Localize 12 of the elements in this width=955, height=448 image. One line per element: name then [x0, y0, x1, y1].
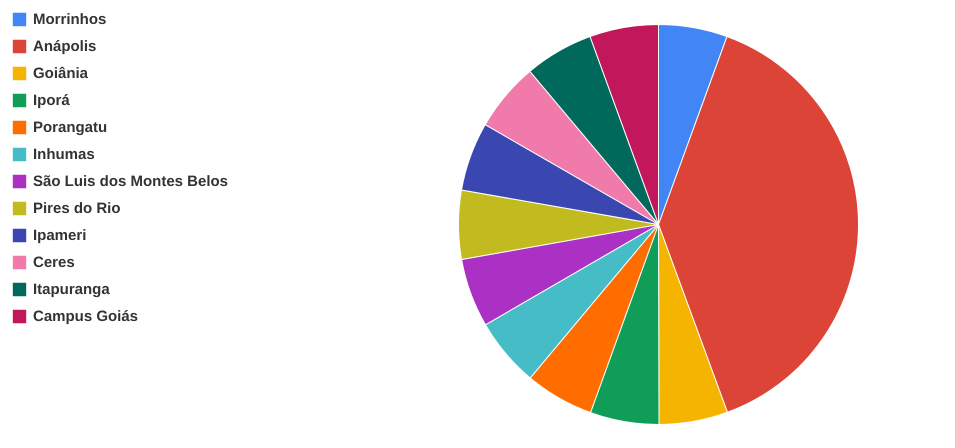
legend-label: Morrinhos: [33, 10, 106, 28]
legend-label: Iporá: [33, 92, 70, 108]
legend-label: Porangatu: [33, 118, 108, 136]
legend-label: Campus Goiás: [33, 308, 138, 324]
legend-label: Inhumas: [33, 146, 95, 162]
legend-label: Itapuranga: [33, 280, 110, 298]
legend-label: Ceres: [33, 254, 75, 270]
legend-label: São Luis dos Montes Belos: [33, 172, 228, 190]
legend-label: Ipameri: [33, 226, 86, 244]
legend-label: Goiânia: [33, 64, 88, 82]
legend-label: Anápolis: [33, 38, 96, 54]
legend-label: Pires do Rio: [33, 200, 121, 216]
